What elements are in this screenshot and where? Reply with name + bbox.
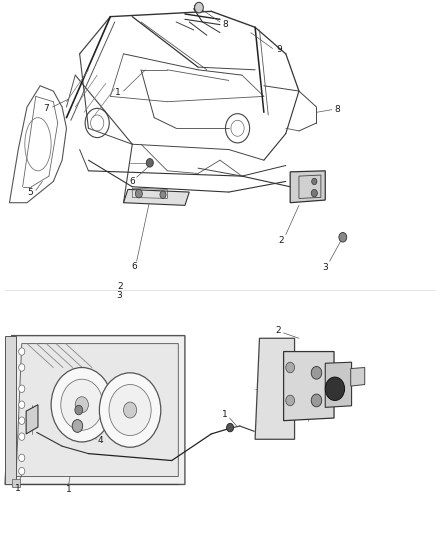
Polygon shape	[5, 336, 185, 484]
Circle shape	[195, 4, 201, 11]
Text: 3: 3	[116, 291, 122, 300]
Text: 1: 1	[66, 485, 72, 494]
Circle shape	[194, 2, 203, 13]
Circle shape	[18, 433, 25, 440]
Circle shape	[18, 401, 25, 408]
Circle shape	[18, 348, 25, 356]
Circle shape	[136, 189, 143, 198]
Polygon shape	[5, 336, 16, 484]
Circle shape	[124, 402, 137, 418]
Text: 3: 3	[323, 263, 328, 272]
Circle shape	[286, 362, 294, 373]
Text: 6: 6	[132, 262, 137, 271]
Circle shape	[325, 377, 345, 400]
Circle shape	[286, 395, 294, 406]
Circle shape	[18, 364, 25, 371]
Text: 8: 8	[335, 105, 341, 114]
Text: 6: 6	[129, 177, 135, 186]
Circle shape	[75, 397, 88, 413]
Circle shape	[147, 159, 153, 167]
Polygon shape	[284, 352, 334, 421]
Circle shape	[18, 454, 25, 462]
Text: 2: 2	[279, 237, 284, 246]
Polygon shape	[325, 362, 352, 407]
Polygon shape	[124, 189, 189, 205]
Polygon shape	[290, 171, 325, 203]
Polygon shape	[255, 338, 294, 439]
Circle shape	[312, 178, 317, 184]
Circle shape	[160, 191, 166, 198]
Circle shape	[18, 417, 25, 424]
Circle shape	[339, 232, 347, 242]
Polygon shape	[26, 405, 38, 434]
Circle shape	[227, 423, 234, 432]
Circle shape	[72, 419, 83, 432]
Circle shape	[75, 405, 83, 415]
Circle shape	[51, 368, 113, 442]
Text: 5: 5	[28, 188, 33, 197]
Circle shape	[311, 394, 322, 407]
Circle shape	[18, 385, 25, 392]
Text: 2: 2	[117, 282, 123, 291]
Text: 2: 2	[275, 326, 281, 335]
Polygon shape	[194, 5, 202, 10]
Text: 8: 8	[222, 20, 228, 29]
Text: 7: 7	[44, 103, 49, 112]
Circle shape	[311, 367, 322, 379]
Text: 1: 1	[115, 87, 121, 96]
Text: 1: 1	[221, 410, 227, 419]
Circle shape	[18, 467, 25, 475]
Polygon shape	[11, 479, 20, 487]
Circle shape	[109, 384, 151, 435]
Polygon shape	[16, 344, 178, 477]
Polygon shape	[351, 368, 365, 386]
Circle shape	[61, 379, 103, 430]
Circle shape	[99, 373, 161, 447]
Text: 1: 1	[15, 484, 21, 493]
Circle shape	[311, 189, 317, 197]
Text: 9: 9	[276, 45, 282, 54]
Text: 4: 4	[98, 437, 103, 446]
